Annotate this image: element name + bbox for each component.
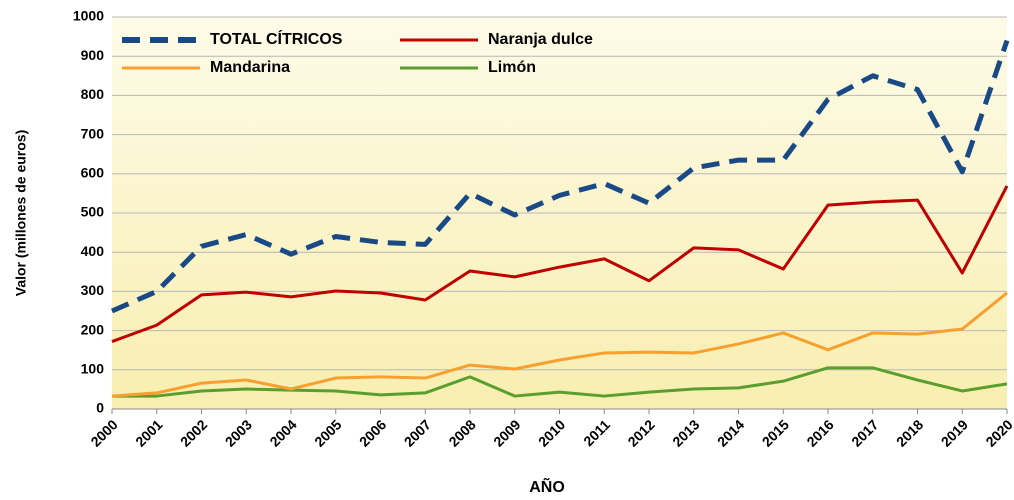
y-tick-label: 0: [96, 400, 104, 416]
x-axis-label: AÑO: [529, 476, 565, 496]
x-tick-label: 2001: [132, 416, 165, 449]
y-axis-label: Valor (millones de euros): [13, 130, 29, 297]
x-tick-label: 2008: [445, 416, 478, 449]
y-tick-label: 900: [81, 47, 105, 63]
x-tick-label: 2015: [759, 416, 792, 449]
x-tick-label: 2006: [356, 416, 389, 449]
x-tick-label: 2005: [311, 416, 344, 449]
series-line: [110, 39, 1010, 314]
y-tick-label: 800: [81, 86, 105, 102]
y-tick-label: 1000: [73, 8, 104, 24]
y-tick-label: 600: [81, 165, 105, 181]
legend-label: Mandarina: [210, 59, 290, 76]
y-tick-label: 300: [81, 282, 105, 298]
x-tick-label: 2016: [803, 416, 836, 449]
series-line: [112, 366, 1008, 398]
y-tick-label: 400: [81, 243, 105, 259]
legend-label: Limón: [488, 59, 536, 76]
y-tick-label: 700: [81, 125, 105, 141]
x-tick-label: 2017: [848, 416, 881, 449]
x-tick-label: 2018: [893, 416, 926, 449]
x-tick-label: 2007: [401, 416, 434, 449]
x-tick-label: 2012: [624, 416, 657, 449]
x-tick-label: 2000: [87, 416, 120, 449]
legend-label: TOTAL CÍTRICOS: [210, 29, 343, 48]
x-tick-label: 2010: [535, 416, 568, 449]
x-tick-label: 2009: [490, 416, 523, 449]
y-tick-label: 500: [81, 204, 105, 220]
x-tick-label: 2003: [222, 416, 255, 449]
x-tick-label: 2011: [580, 416, 613, 449]
x-tick-label: 2004: [266, 416, 299, 449]
series-line: [111, 291, 1008, 398]
x-tick-label: 2014: [714, 416, 747, 449]
x-tick-label: 2020: [982, 416, 1014, 449]
legend-label: Naranja dulce: [488, 31, 593, 48]
x-tick-label: 2013: [669, 416, 702, 449]
x-tick-label: 2002: [177, 416, 210, 449]
series-line: [111, 185, 1009, 343]
x-tick-label: 2019: [938, 416, 971, 449]
y-tick-label: 200: [81, 321, 105, 337]
y-tick-label: 100: [81, 361, 105, 377]
